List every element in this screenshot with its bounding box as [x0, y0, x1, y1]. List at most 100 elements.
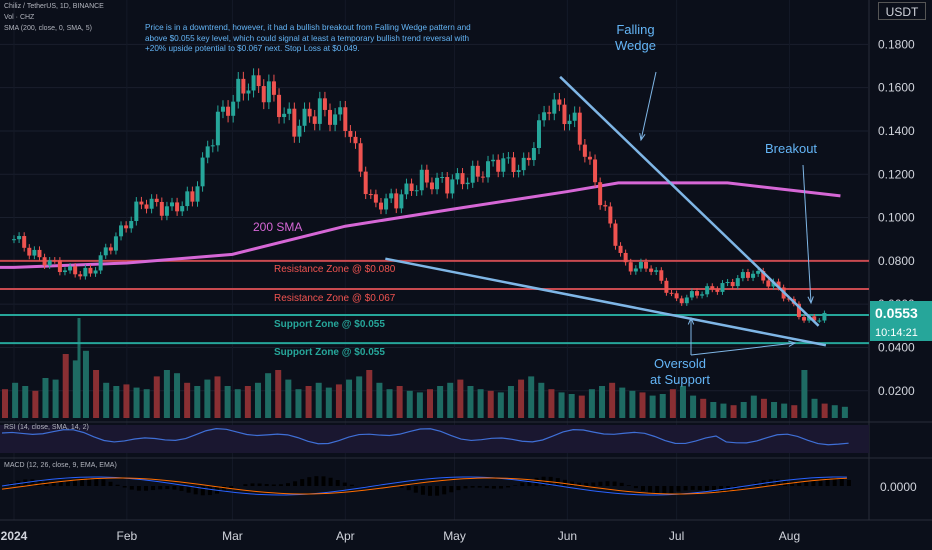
candle-body: [547, 112, 552, 114]
candle-body: [414, 190, 419, 192]
support-055-label-b: Support Zone @ $0.055: [274, 347, 385, 358]
candle-body: [195, 186, 200, 202]
macd-histogram-bar: [122, 486, 127, 488]
macd-histogram-bar: [399, 486, 404, 488]
candle-body: [68, 266, 73, 271]
candle-body: [751, 273, 756, 278]
volume-bar: [275, 370, 282, 418]
volume-bar: [619, 387, 626, 418]
macd-histogram-bar: [570, 481, 574, 486]
volume-bar: [599, 386, 606, 418]
candle-body: [113, 236, 118, 251]
volume-bar: [224, 386, 231, 418]
macd-histogram-bar: [818, 479, 823, 486]
candle-body: [455, 173, 460, 180]
macd-histogram-bar: [257, 483, 262, 486]
volume-bars: [2, 318, 848, 418]
candle-body: [170, 202, 175, 207]
macd-histogram-bar: [73, 480, 77, 486]
candle-body: [210, 145, 215, 147]
sma-legend[interactable]: SMA (200, close, 0, SMA, 5): [4, 25, 92, 32]
candle-body: [180, 206, 185, 212]
macd-histogram-bar: [733, 486, 738, 491]
candle-body: [654, 270, 659, 272]
volume-bar: [720, 403, 727, 418]
candle-body: [261, 86, 266, 103]
volume-bar: [801, 370, 808, 418]
candle-body: [88, 267, 93, 274]
macd-histogram-bar: [151, 486, 156, 491]
volume-bar: [477, 389, 484, 418]
volume-bar: [376, 382, 383, 418]
volume-bar: [285, 379, 292, 418]
rsi-legend[interactable]: RSI (14, close, SMA, 14, 2): [4, 424, 89, 431]
volume-bar: [163, 370, 170, 418]
candle-body: [205, 146, 210, 158]
volume-bar: [123, 384, 130, 418]
candle-body: [108, 247, 113, 251]
candle-body: [312, 116, 317, 124]
macd-histogram-bar: [562, 479, 567, 486]
candle-body: [486, 161, 491, 178]
candle-body: [246, 90, 251, 94]
candle-body: [450, 179, 455, 194]
macd-legend[interactable]: MACD (12, 26, close, 9, EMA, EMA): [4, 462, 117, 469]
currency-button[interactable]: USDT: [878, 2, 926, 20]
candle-body: [536, 120, 541, 148]
candle-body: [292, 108, 297, 137]
macd-histogram-bar: [804, 481, 809, 486]
volume-bar: [548, 389, 555, 418]
analysis-note: Price is in a downtrend, however, it had…: [145, 23, 471, 53]
symbol-title[interactable]: Chiliz / TetherUS, 1D, BINANCE: [4, 3, 104, 10]
candle-body: [720, 283, 725, 292]
volume-bar: [669, 389, 676, 418]
candle-body: [526, 157, 531, 161]
macd-histogram-bar: [293, 481, 298, 486]
candle-body: [618, 245, 623, 253]
volume-bar: [204, 379, 211, 418]
candle-body: [496, 159, 501, 172]
candle-body: [328, 109, 333, 125]
volume-legend[interactable]: Vol · CHZ: [4, 14, 35, 21]
candle-body: [521, 157, 526, 171]
volume-bar: [103, 382, 110, 418]
arrow-head: [639, 133, 646, 142]
candle-body: [384, 198, 389, 210]
volume-bar: [325, 387, 332, 418]
rsi-line: [1, 428, 849, 446]
candle-body: [531, 147, 536, 161]
candle-body: [694, 291, 699, 296]
candle-body: [37, 249, 42, 258]
candle-body: [282, 113, 287, 118]
volume-bar: [52, 379, 59, 418]
y-tick-label: 0.1400: [878, 124, 915, 138]
candle-body: [572, 112, 577, 121]
candle-body: [220, 106, 225, 112]
volume-bar: [639, 392, 646, 418]
volume-bar: [416, 392, 423, 418]
macd-histogram-bar: [87, 477, 92, 486]
candle-body: [241, 78, 246, 94]
candle-body: [725, 282, 730, 284]
macd-histogram-bar: [449, 486, 454, 493]
candle-body: [817, 320, 822, 322]
macd-histogram-bar: [846, 479, 851, 486]
volume-bar: [538, 382, 545, 418]
macd-histogram-bar: [158, 486, 163, 490]
macd-zero-tick: 0.0000: [880, 480, 917, 494]
macd-histogram-bar: [790, 481, 795, 486]
volume-bar: [629, 390, 636, 418]
candle-body: [22, 236, 27, 248]
volume-bar: [659, 394, 666, 418]
candle-body: [552, 99, 557, 114]
macd-histogram-bar: [584, 482, 589, 486]
y-tick-label: 0.1800: [878, 37, 915, 51]
volume-bar: [507, 386, 514, 418]
candle-body: [429, 182, 434, 190]
volume-bar: [690, 395, 697, 418]
macd-histogram-bar: [577, 482, 582, 486]
macd-histogram-bar: [349, 484, 354, 486]
volume-bar: [568, 394, 575, 418]
volume-bar: [42, 378, 49, 418]
